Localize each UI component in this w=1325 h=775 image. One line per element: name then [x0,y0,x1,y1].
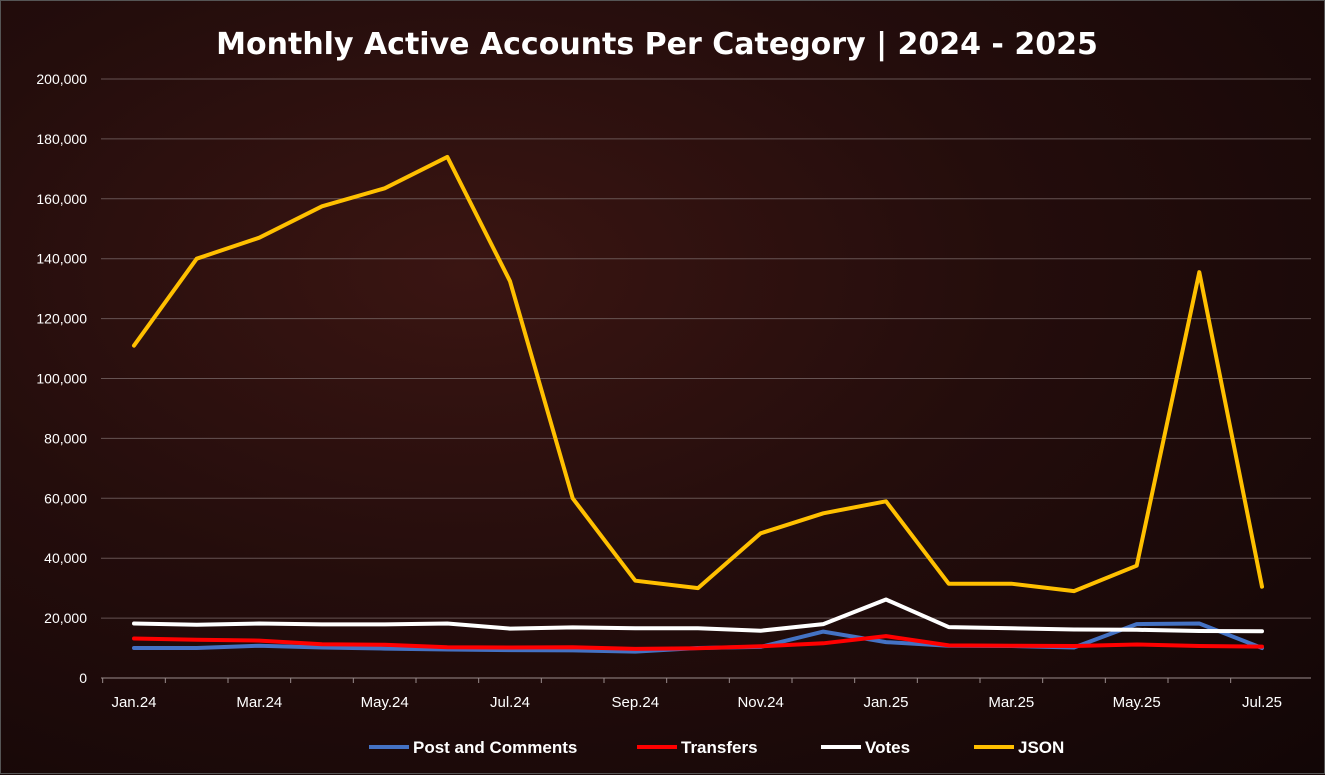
x-tick-label: Sep.24 [612,694,660,711]
y-tick-label: 200,000 [36,71,87,87]
y-tick-label: 180,000 [36,131,87,147]
y-tick-label: 120,000 [36,311,87,327]
y-tick-label: 140,000 [36,251,87,267]
y-axis-ticks: 0 20,000 40,000 60,000 80,000 100,000 120,000 1… [36,71,87,686]
legend-label-votes: Votes [865,738,910,757]
y-tick-label: 20,000 [44,610,87,626]
x-tick-label: Mar.24 [236,694,282,711]
x-tick-label: May.24 [361,694,409,711]
x-axis-ticks: Jan.24 Mar.24 May.24 Jul.24 Sep.24 Nov.24 Jan.… [102,678,1282,711]
series-lines [132,154,1264,654]
y-tick-label: 100,000 [36,371,87,387]
y-tick-label: 80,000 [44,430,87,446]
series-line-votes [132,597,1264,634]
x-tick-label: May.25 [1113,694,1161,711]
series-line-transfers [132,634,1264,651]
y-tick-label: 160,000 [36,191,87,207]
x-tick-label: Nov.24 [737,694,783,711]
x-tick-label: Mar.25 [988,694,1034,711]
x-tick-label: Jan.25 [863,694,908,711]
x-tick-label: Jan.24 [111,694,156,711]
y-tick-label: 40,000 [44,550,87,566]
grid-lines [101,78,1311,679]
chart-title: Monthly Active Accounts Per Category | 2… [216,27,1098,62]
y-tick-label: 60,000 [44,490,87,506]
legend: Post and Comments Transfers Votes JSON [369,738,1064,757]
y-tick-label: 0 [79,670,87,686]
legend-label-json: JSON [1018,738,1064,757]
x-tick-label: Jul.24 [490,694,530,711]
series-line-json [132,154,1264,594]
legend-label-post-and-comments: Post and Comments [413,738,577,757]
legend-label-transfers: Transfers [681,738,758,757]
x-tick-label: Jul.25 [1242,694,1282,711]
